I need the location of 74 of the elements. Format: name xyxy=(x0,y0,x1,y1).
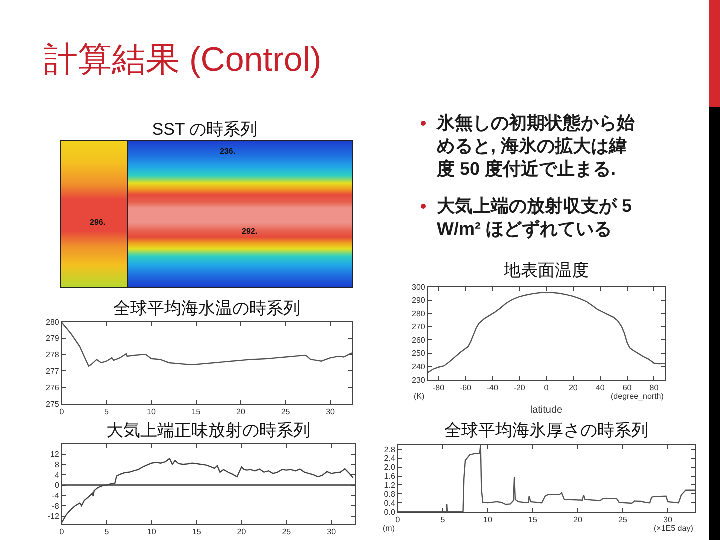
y-tick-label: 279 xyxy=(46,334,60,344)
x-tick-label: 15 xyxy=(528,516,538,525)
y-tick-label: 290 xyxy=(412,296,426,306)
x-tick-label: 30 xyxy=(327,528,337,537)
y-tick-label: -12 xyxy=(48,512,60,522)
y-tick-label: 276 xyxy=(46,383,60,392)
text: 計算結果 (Control) xyxy=(44,40,322,81)
x-tick-label: 10 xyxy=(147,528,157,537)
x-tick-label: 5 xyxy=(440,516,446,525)
x-tick-label: 15 xyxy=(192,528,202,537)
y-tick-label: 0.8 xyxy=(384,490,396,499)
x-axis-title: latitude xyxy=(530,405,564,416)
y-tick-label: 280 xyxy=(412,309,426,318)
x-tick-label: 25 xyxy=(282,528,292,537)
y-tick-label: 4 xyxy=(54,470,60,480)
y-tick-label: 2.8 xyxy=(384,445,396,454)
y-tick-label: 2.0 xyxy=(384,463,396,472)
text: 296. xyxy=(90,218,106,228)
chart-title: 全球平均海氷厚さの時系列 xyxy=(444,420,648,440)
y-tick-label: 260 xyxy=(412,336,426,345)
y-tick-label: -8 xyxy=(52,502,60,511)
text: (degree_north) xyxy=(611,392,664,401)
x-tick-label: 20 xyxy=(574,516,583,525)
y-tick-label: 1.2 xyxy=(384,481,396,490)
y-tick-label: 230 xyxy=(412,376,426,385)
line-series xyxy=(62,322,352,367)
chart-title: 大気上端正味放射の時系列 xyxy=(106,420,310,440)
x-tick-label: -80 xyxy=(432,384,446,393)
x-tick-label: 20 xyxy=(237,528,247,537)
x-tick-label: 15 xyxy=(192,408,202,417)
x-tick-label: -40 xyxy=(486,384,499,393)
x-tick-label: 25 xyxy=(618,516,628,525)
y-tick-label: 275 xyxy=(46,400,60,409)
x-tick-label: 10 xyxy=(147,408,157,417)
x-tick-label: -20 xyxy=(514,384,526,393)
y-tick-label: 277 xyxy=(46,367,60,376)
x-tick-label: 5 xyxy=(104,528,110,537)
y-tick-label: 2.4 xyxy=(384,454,396,464)
text: (×1E5 day) xyxy=(654,524,694,533)
text: 大気上端の放射収支が 5 W/m² ほどずれている xyxy=(437,195,634,241)
y-tick-label: 270 xyxy=(412,322,426,332)
text: (m) xyxy=(383,524,396,533)
y-tick-label: 0.4 xyxy=(384,498,396,508)
x-tick-label: 20 xyxy=(568,384,578,393)
x-tick-label: 0 xyxy=(544,384,550,393)
line-series xyxy=(398,445,695,512)
y-tick-label: 300 xyxy=(412,282,426,292)
x-tick-label: 60 xyxy=(622,384,632,393)
x-tick-label: 10 xyxy=(484,516,493,525)
text: 292. xyxy=(242,227,258,237)
x-tick-label: 80 xyxy=(650,384,660,393)
y-tick-label: 0 xyxy=(54,481,60,490)
x-tick-label: 30 xyxy=(326,408,336,417)
x-tick-label: 20 xyxy=(236,408,246,417)
text: (K) xyxy=(414,392,425,401)
x-tick-label: 25 xyxy=(281,408,291,417)
x-tick-label: 5 xyxy=(104,408,110,417)
y-tick-label: 278 xyxy=(46,350,60,360)
y-tick-label: 0.0 xyxy=(384,508,396,517)
text: 氷無しの初期状態から始めると, 海氷の拡大は緯度 50 度付近で止まる. xyxy=(437,112,636,181)
y-tick-label: 240 xyxy=(412,362,426,372)
y-tick-label: 12 xyxy=(50,450,60,460)
y-tick-label: 1.6 xyxy=(384,472,396,482)
y-tick-label: 8 xyxy=(54,460,60,470)
text: SST の時系列 xyxy=(151,120,259,140)
y-tick-label: -4 xyxy=(52,491,60,500)
x-tick-label: 30 xyxy=(664,516,673,525)
x-tick-label: 40 xyxy=(596,384,606,393)
y-tick-label: 280 xyxy=(46,318,60,327)
chart-title: 全球平均海水温の時系列 xyxy=(114,298,300,318)
x-tick-label: -60 xyxy=(460,384,472,393)
text: 236. xyxy=(220,147,236,157)
y-tick-label: 250 xyxy=(412,349,426,358)
line-series xyxy=(428,292,665,374)
